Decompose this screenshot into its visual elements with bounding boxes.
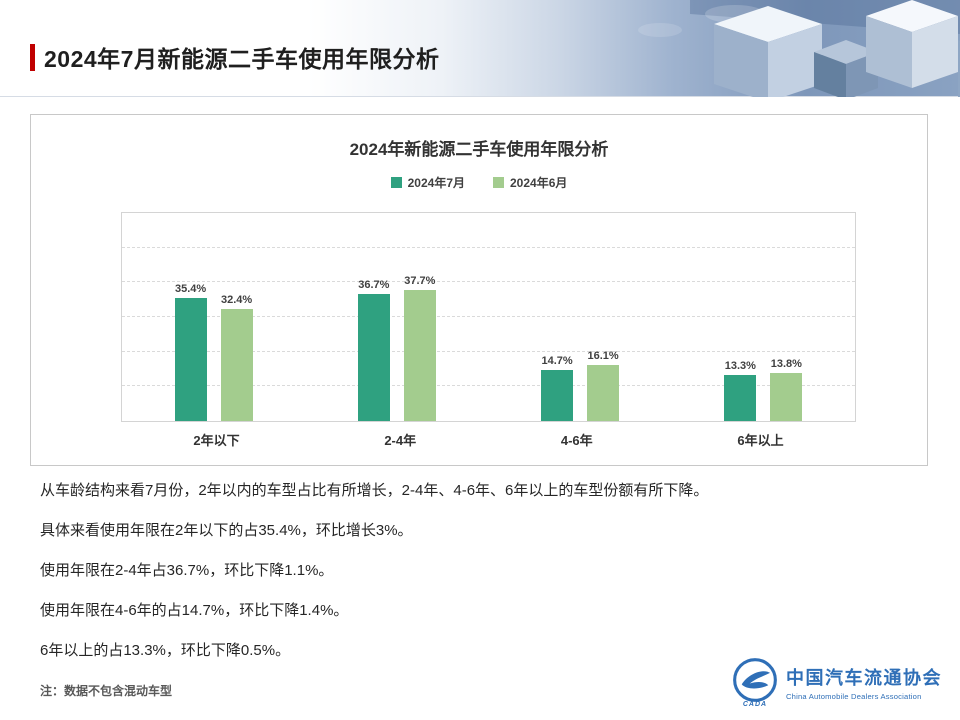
header-cubes-decoration [638,0,960,97]
legend-item: 2024年7月 [390,174,465,191]
page-title: 2024年7月新能源二手车使用年限分析 [44,46,440,72]
bar: 37.7% [403,275,436,421]
cada-logo-icon: CADA [732,657,778,708]
x-axis-label: 4-6年 [560,433,593,448]
bar: 14.7% [541,355,574,421]
bar-value-label: 37.7% [404,275,436,288]
bar-group: 14.7% 16.1% [541,350,620,421]
x-axis-labels: 2年以下 2-4年 4-6年 6年以上 [121,430,856,449]
legend-swatch [493,177,504,188]
bar-rect [220,308,253,421]
analysis-paragraph: 从车龄结构来看7月份，2年以内的车型占比有所增长，2-4年、4-6年、6年以上的… [40,482,709,499]
org-logo-block: CADA 中国汽车流通协会 China Automobile Dealers A… [732,657,942,708]
bar-value-label: 35.4% [175,283,207,296]
header-title-row: 2024年7月新能源二手车使用年限分析 [30,40,439,74]
gridline [122,350,855,352]
bar-rect [541,370,574,421]
bar: 13.3% [724,359,757,421]
footnote: 注：数据不包含混动车型 [40,684,173,698]
bar-value-label: 16.1% [587,350,619,363]
bar-rect [357,293,390,421]
bar-group: 13.3% 13.8% [724,358,803,421]
chart-card: 2024年新能源二手车使用年限分析 2024年7月 2024年6月 35.4% 32… [30,114,928,466]
x-axis-label: 6年以上 [737,433,784,448]
analysis-text: 从车龄结构来看7月份，2年以内的车型占比有所增长，2-4年、4-6年、6年以上的… [40,482,920,699]
gridline [122,385,855,387]
title-accent-bar [30,43,35,71]
org-text: 中国汽车流通协会 China Automobile Dealers Associ… [786,664,942,701]
bar-rect [724,374,757,421]
chart-legend: 2024年7月 2024年6月 [31,174,927,191]
analysis-paragraph: 6年以上的占13.3%，环比下降0.5%。 [40,642,291,659]
analysis-paragraph: 使用年限在2-4年占36.7%，环比下降1.1%。 [40,562,334,579]
analysis-paragraph: 具体来看使用年限在2年以下的占35.4%，环比增长3%。 [40,522,413,539]
gridline [122,281,855,283]
bar-rect [174,298,207,421]
org-name-cn: 中国汽车流通协会 [786,668,942,688]
chart-title: 2024年新能源二手车使用年限分析 [349,140,609,159]
bar: 35.4% [174,283,207,421]
legend-label: 2024年7月 [407,176,465,190]
legend-label: 2024年6月 [510,176,568,190]
bar-rect [770,373,803,421]
x-axis-label: 2-4年 [384,433,417,448]
x-axis-label: 2年以下 [193,433,240,448]
analysis-paragraph: 使用年限在4-6年的占14.7%，环比下降1.4%。 [40,602,349,619]
gridline [122,246,855,248]
bar-rect [587,365,620,421]
cada-logo-text: CADA [742,701,768,708]
bar-rect [403,290,436,421]
bar-value-label: 13.8% [770,358,802,371]
bar-group: 36.7% 37.7% [357,275,436,421]
bar-value-label: 32.4% [221,293,253,306]
bar-value-label: 13.3% [724,359,756,372]
bar-value-label: 36.7% [358,278,390,291]
bar-value-label: 14.7% [541,355,573,368]
bar: 16.1% [587,350,620,421]
plot-area: 35.4% 32.4% 36.7% 37.7% 14.7% 16.1% 13.3% 13.8% [121,212,856,422]
analysis-paragraphs: 从车龄结构来看7月份，2年以内的车型占比有所增长，2-4年、4-6年、6年以上的… [40,482,920,660]
bar: 32.4% [220,293,253,421]
bar: 13.8% [770,358,803,421]
legend-swatch [390,177,402,188]
slide-header: 2024年7月新能源二手车使用年限分析 [0,0,960,97]
org-name-en: China Automobile Dealers Association [786,692,922,701]
legend-item: 2024年6月 [493,174,567,191]
bar-groups: 35.4% 32.4% 36.7% 37.7% 14.7% 16.1% 13.3% 13.8% [122,213,855,421]
bar-group: 35.4% 32.4% [174,283,253,421]
gridline [122,316,855,317]
bar: 36.7% [357,278,390,421]
